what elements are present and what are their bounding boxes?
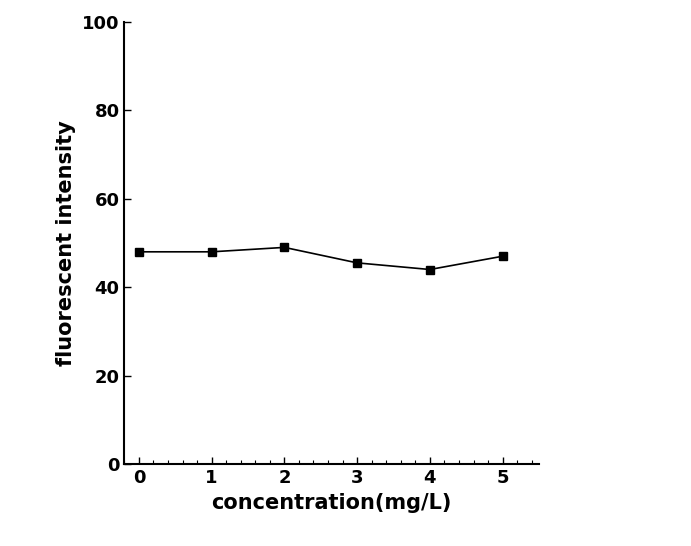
X-axis label: concentration(mg/L): concentration(mg/L) bbox=[211, 492, 452, 513]
Y-axis label: fluorescent intensity: fluorescent intensity bbox=[57, 120, 77, 366]
